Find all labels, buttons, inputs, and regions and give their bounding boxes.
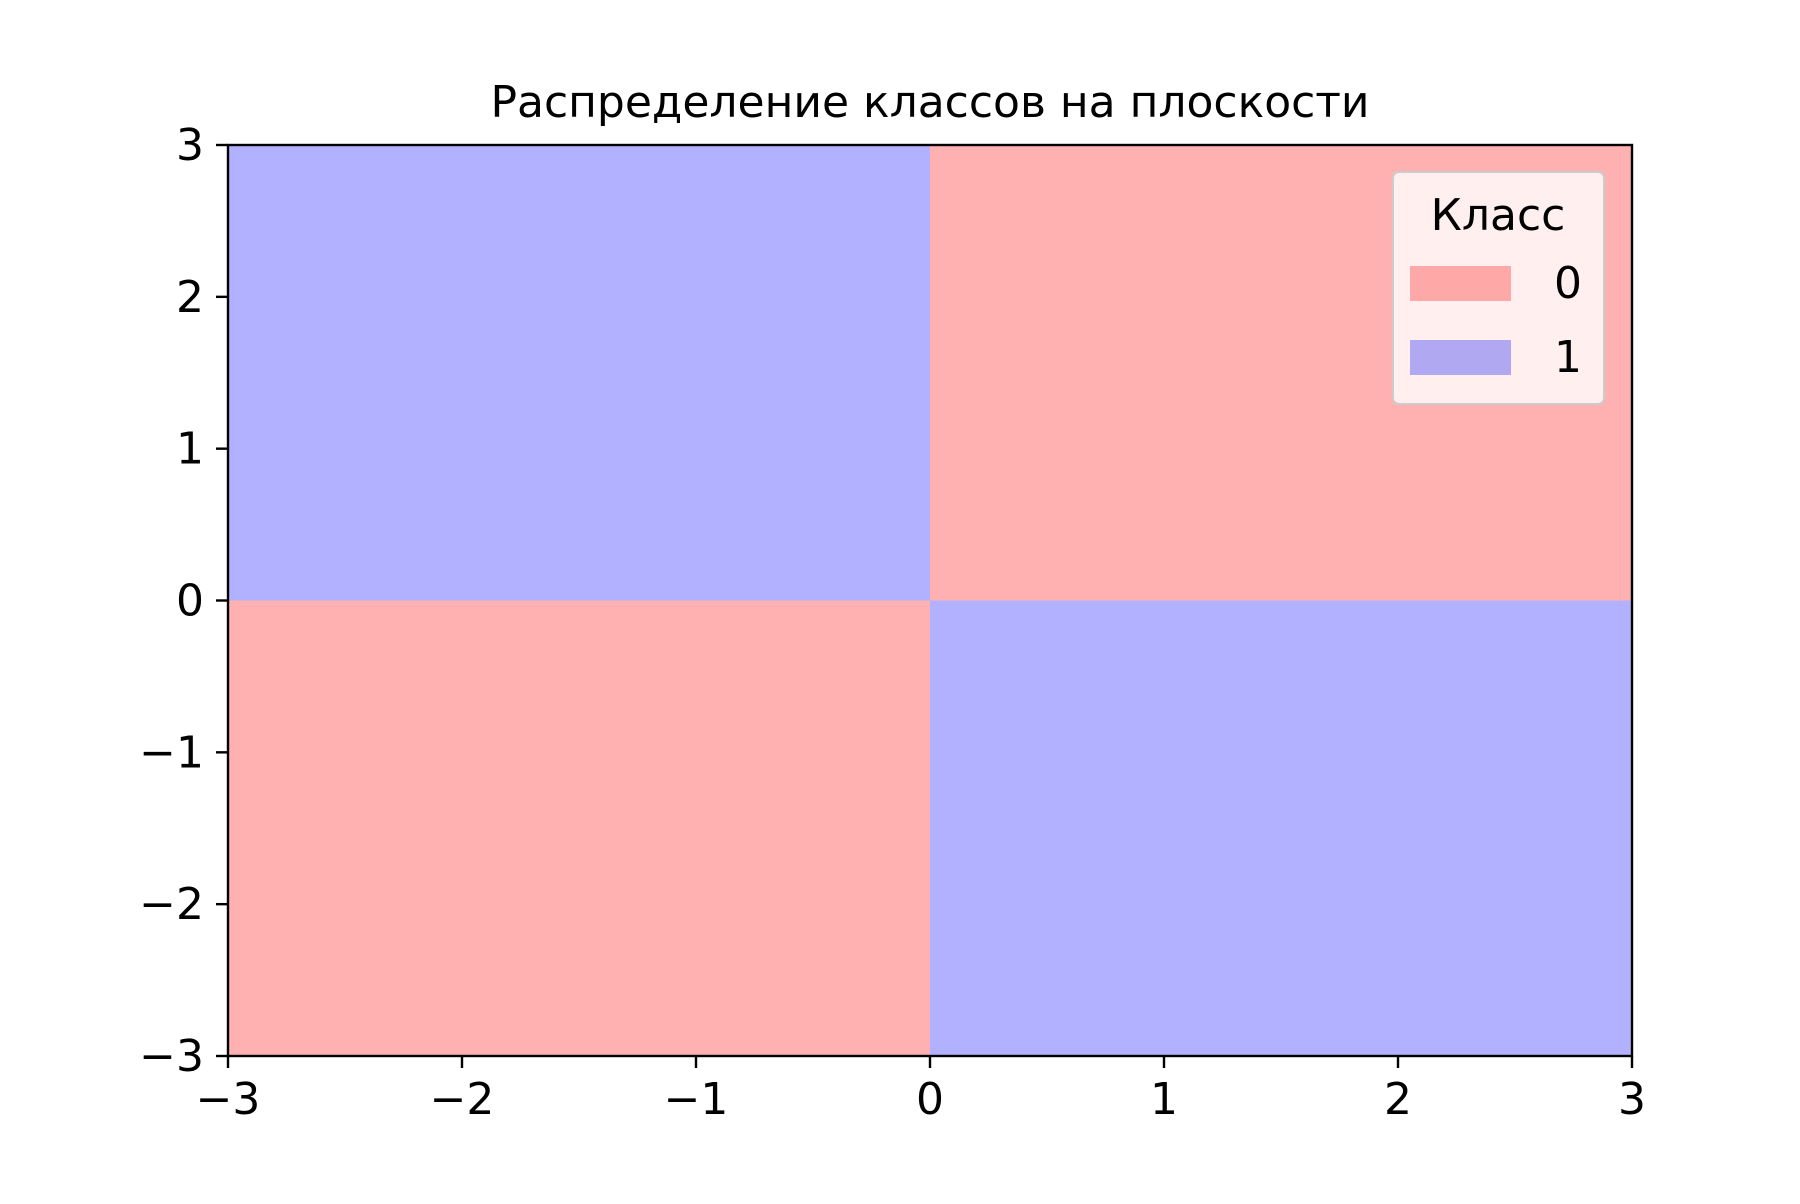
region-class-0-2 — [228, 600, 930, 1056]
y-tick-label: −2 — [139, 879, 204, 930]
x-tick-label: 0 — [916, 1074, 944, 1125]
legend: Класс 01 — [1392, 171, 1605, 405]
x-tick-label: −1 — [664, 1074, 729, 1125]
legend-entries: 01 — [1410, 258, 1582, 383]
legend-swatch-1 — [1410, 340, 1511, 375]
region-class-1-0 — [228, 145, 930, 601]
x-tick-label: 3 — [1618, 1074, 1646, 1125]
x-tick-label: 2 — [1384, 1074, 1412, 1125]
region-class-1-3 — [930, 600, 1632, 1056]
y-tick-label: 2 — [176, 272, 204, 323]
x-tick-label: −2 — [430, 1074, 495, 1125]
legend-title: Класс — [1431, 190, 1566, 241]
legend-label-1: 1 — [1554, 332, 1582, 383]
chart-title: Распределение классов на плоскости — [490, 77, 1369, 128]
x-tick-label: 1 — [1150, 1074, 1178, 1125]
legend-label-0: 0 — [1554, 258, 1582, 309]
y-tick-label: 0 — [176, 576, 204, 627]
y-tick-label: −1 — [139, 727, 204, 778]
x-tick-label: −3 — [196, 1074, 261, 1125]
y-tick-label: 1 — [176, 424, 204, 475]
y-tick-label: 3 — [176, 120, 204, 171]
legend-swatch-0 — [1410, 266, 1511, 301]
y-tick-label: −3 — [139, 1031, 204, 1082]
